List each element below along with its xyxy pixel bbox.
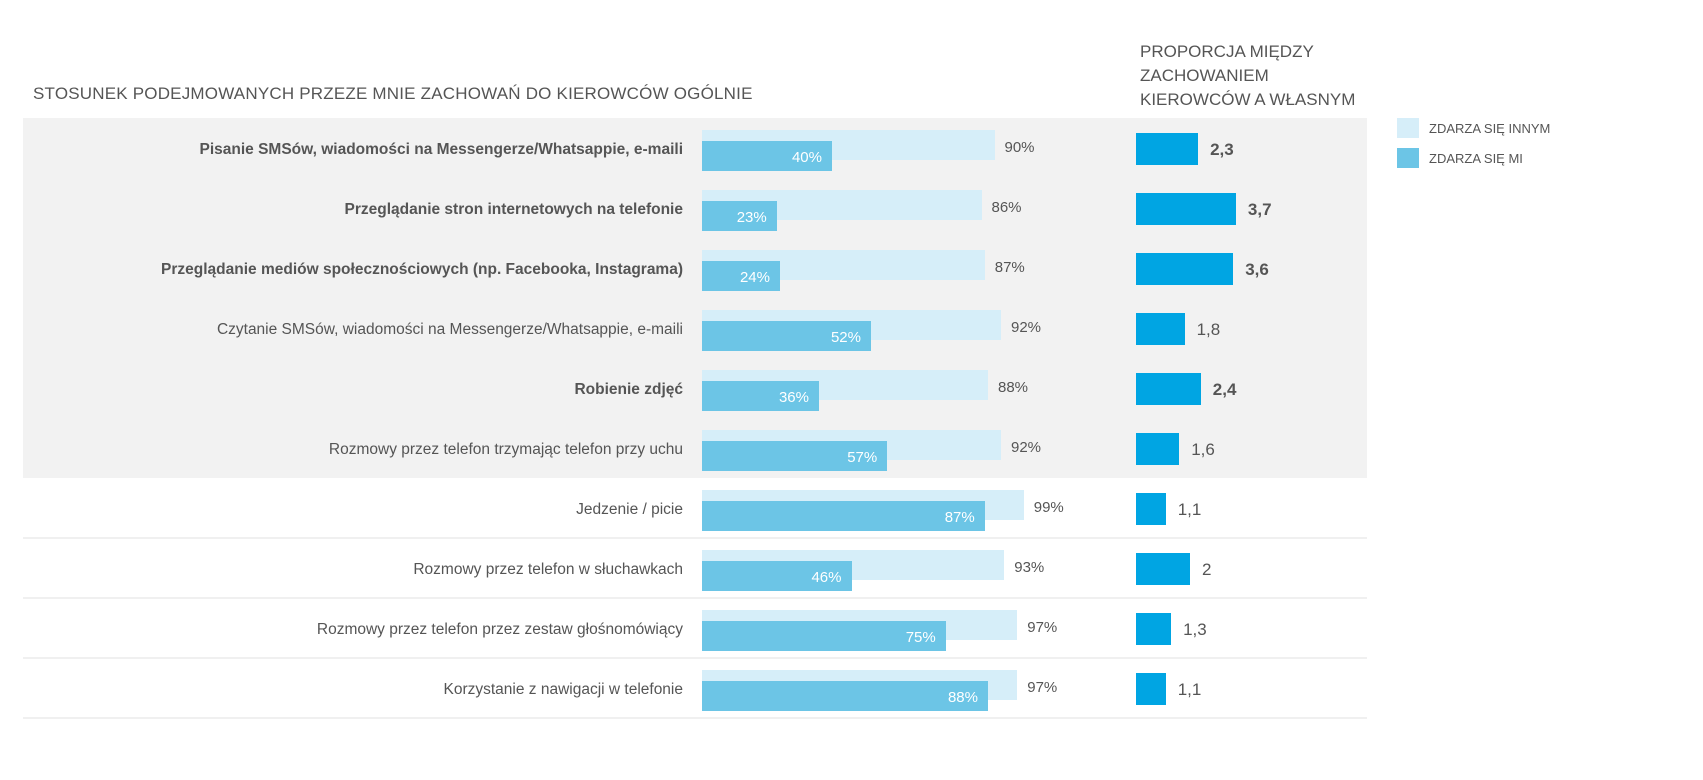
value-ratio: 1,1	[1177, 500, 1202, 519]
bar-ratio	[1136, 673, 1166, 705]
legend-swatch	[1397, 148, 1419, 168]
category-label: Przeglądanie stron internetowych na tele…	[344, 201, 684, 218]
value-others: 93%	[1014, 559, 1045, 576]
bar-me	[702, 501, 985, 531]
value-me: 75%	[905, 629, 936, 646]
highlight-background	[23, 118, 1367, 478]
bar-ratio	[1136, 313, 1185, 345]
row-separator	[23, 537, 1367, 539]
value-ratio: 3,7	[1247, 200, 1272, 219]
value-ratio: 2,3	[1210, 140, 1234, 159]
value-others: 99%	[1033, 499, 1064, 516]
legend-label: ZDARZA SIĘ INNYM	[1429, 120, 1551, 136]
row-separator	[23, 597, 1367, 599]
bar-me	[702, 441, 888, 471]
category-label: Przeglądanie mediów społecznościowych (n…	[161, 261, 683, 278]
value-ratio: 1,6	[1191, 440, 1215, 459]
value-others: 86%	[991, 199, 1022, 216]
category-label: Korzystanie z nawigacji w telefonie	[443, 681, 683, 698]
value-ratio: 1,3	[1183, 620, 1207, 639]
legend-label: ZDARZA SIĘ MI	[1429, 150, 1523, 166]
value-ratio: 1,1	[1177, 680, 1202, 699]
value-others: 90%	[1004, 139, 1035, 156]
category-label: Rozmowy przez telefon w słuchawkach	[413, 561, 683, 578]
bar-me	[702, 261, 780, 291]
bar-me	[702, 561, 852, 591]
value-me: 24%	[739, 269, 770, 286]
category-label: Rozmowy przez telefon przez zestaw głośn…	[316, 621, 683, 638]
bar-ratio	[1136, 253, 1234, 285]
bar-me	[702, 201, 777, 231]
ratio-title: PROPORCJA MIĘDZY ZACHOWANIEM KIEROWCÓW A…	[1140, 42, 1356, 109]
category-label: Jedzenie / picie	[576, 501, 683, 518]
value-others: 92%	[1011, 439, 1042, 456]
value-me: 40%	[791, 149, 822, 166]
value-me: 87%	[944, 509, 975, 526]
value-me: 88%	[947, 689, 978, 706]
category-label: Pisanie SMSów, wiadomości na Messengerze…	[199, 141, 683, 158]
bar-me	[702, 681, 988, 711]
value-ratio: 3,6	[1245, 260, 1269, 279]
legend-item: ZDARZA SIĘ MI	[1397, 148, 1523, 168]
value-others: 97%	[1027, 679, 1058, 696]
bar-ratio	[1136, 553, 1190, 585]
bar-ratio	[1136, 373, 1201, 405]
value-ratio: 2	[1202, 560, 1212, 579]
bar-me	[702, 321, 871, 351]
value-me: 23%	[736, 209, 767, 226]
legend-swatch	[1397, 118, 1419, 138]
legend-item: ZDARZA SIĘ INNYM	[1397, 118, 1550, 138]
value-ratio: 1,8	[1196, 320, 1221, 339]
category-label: Robienie zdjęć	[574, 381, 683, 398]
row-separator	[23, 657, 1367, 659]
row-separator	[23, 717, 1367, 719]
value-me: 46%	[811, 569, 842, 586]
value-me: 36%	[778, 389, 809, 406]
value-others: 87%	[994, 259, 1025, 276]
value-ratio: 2,4	[1212, 380, 1237, 399]
category-label: Czytanie SMSów, wiadomości na Messengerz…	[216, 321, 683, 338]
bar-ratio	[1136, 613, 1172, 645]
value-me: 57%	[847, 449, 878, 466]
bar-me	[702, 381, 819, 411]
bar-me	[702, 141, 832, 171]
value-others: 92%	[1011, 319, 1042, 336]
bar-ratio	[1136, 493, 1166, 525]
bar-ratio	[1136, 433, 1180, 465]
value-others: 88%	[998, 379, 1029, 396]
value-others: 97%	[1027, 619, 1058, 636]
bar-ratio	[1136, 133, 1199, 165]
value-me: 52%	[830, 329, 861, 346]
category-label: Rozmowy przez telefon trzymając telefon …	[328, 441, 683, 458]
bar-me	[702, 621, 946, 651]
bar-ratio	[1136, 193, 1236, 225]
chart-title: STOSUNEK PODEJMOWANYCH PRZEZE MNIE ZACHO…	[33, 84, 753, 103]
